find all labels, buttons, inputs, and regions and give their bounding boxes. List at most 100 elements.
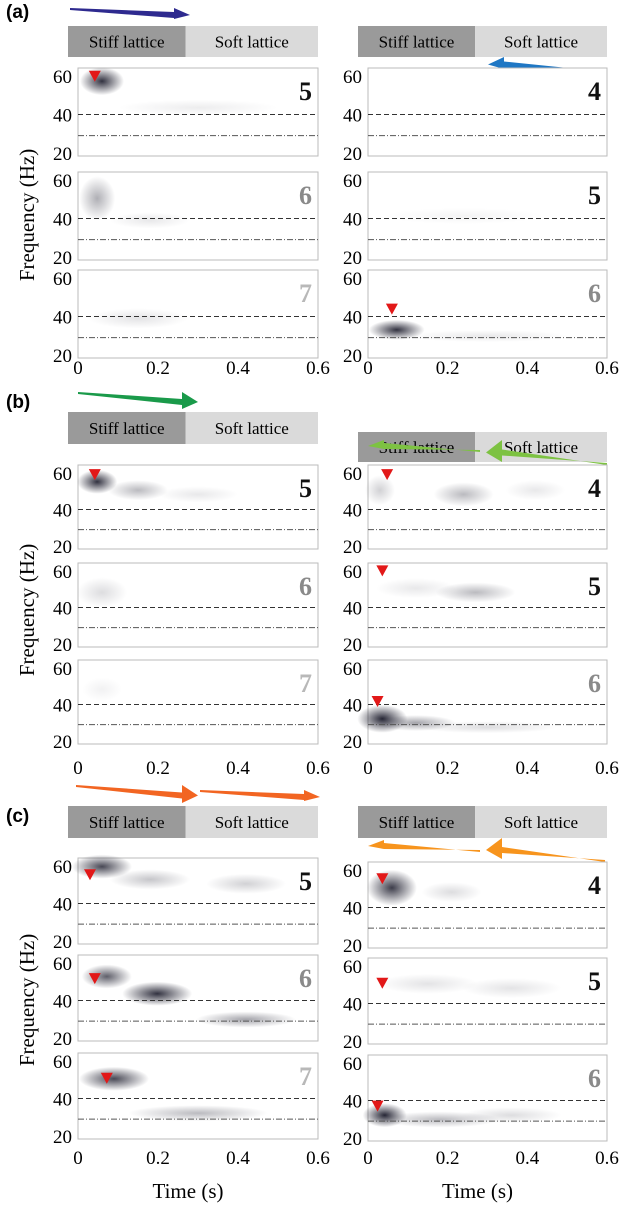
spectral-energy [461,1107,562,1124]
y-tick-label: 60 [343,562,362,583]
lattice-label: Stiff lattice [379,33,455,52]
x-tick-label: 0.4 [515,358,539,379]
y-tick-label: 20 [343,144,362,165]
x-tick-label: 0.2 [436,1148,460,1169]
y-tick-label: 60 [343,957,362,978]
x-tick-label: 0.4 [226,1148,250,1169]
mode-number: 6 [588,1064,601,1093]
lattice-label: Soft lattice [215,33,289,52]
onset-marker [376,873,389,885]
y-tick-label: 20 [343,346,362,367]
spectrogram-frame [367,269,608,359]
y-tick-label: 60 [53,857,72,878]
spectral-energy [81,964,132,989]
y-tick-label: 20 [343,635,362,656]
y-tick-label: 40 [343,1092,362,1113]
y-tick-label: 40 [53,1090,72,1111]
spectral-energy [407,330,568,342]
y-axis-label: Frequency (Hz) [15,544,39,676]
spectrogram-frame [367,1054,608,1142]
spectrogram-frame [77,562,319,648]
lattice-label: Soft lattice [215,813,289,832]
x-axis-label: Time (s) [442,1179,513,1203]
y-tick-label: 40 [53,501,72,522]
stiff-bar [68,806,186,838]
x-tick-label: 0.2 [146,358,170,379]
mode-number: 5 [588,572,601,601]
mode-number: 6 [588,669,601,698]
soft-bar [475,26,607,57]
spectral-energy [82,677,122,702]
y-tick-label: 40 [53,895,72,916]
y-tick-label: 60 [343,861,362,882]
y-tick-label: 40 [53,106,72,127]
lattice-label: Soft lattice [215,419,289,438]
mode-number: 5 [299,77,312,106]
lattice-label: Soft lattice [504,438,578,457]
y-tick-label: 60 [343,464,362,485]
y-tick-label: 20 [53,635,72,656]
spectral-energy [196,1011,296,1028]
y-tick-label: 40 [343,696,362,717]
y-tick-label: 20 [343,936,362,957]
y-tick-label: 40 [53,599,72,620]
spectral-energy [110,212,190,229]
spectral-energy [461,978,562,999]
soft-bar [185,26,318,57]
lattice-label: Stiff lattice [89,813,165,832]
y-tick-label: 60 [53,1052,72,1073]
onset-marker [100,1072,113,1084]
x-tick-label: 0.6 [306,358,330,379]
y-tick-label: 60 [343,269,362,290]
y-tick-label: 20 [343,1129,362,1150]
y-tick-label: 60 [343,1054,362,1075]
y-tick-label: 40 [53,992,72,1013]
x-tick-label: 0.2 [146,758,170,779]
spectrogram-frame [77,464,319,550]
y-tick-label: 20 [53,932,72,953]
spectrogram-frame [367,464,608,550]
y-tick-label: 60 [53,171,72,192]
mode-number: 7 [299,669,312,698]
spectral-energy [421,882,482,903]
mode-number: 5 [588,967,601,996]
spectral-energy [77,577,127,608]
y-tick-label: 20 [53,1029,72,1050]
arrow [70,8,190,19]
mode-number: 4 [588,474,601,503]
y-tick-label: 40 [343,308,362,329]
y-tick-label: 60 [53,464,72,485]
panel-label: (a) [6,2,29,23]
soft-bar [185,412,318,444]
onset-marker [371,696,384,707]
mode-number: 6 [588,279,601,308]
x-tick-label: 0.4 [226,358,250,379]
y-tick-label: 40 [343,599,362,620]
x-tick-label: 0.4 [226,758,250,779]
spectrogram-frame [367,562,608,648]
spectrogram-frame [367,67,608,157]
y-tick-label: 40 [343,899,362,920]
onset-marker [376,565,389,577]
x-axis-label: Time (s) [153,1179,224,1203]
x-tick-label: 0.6 [306,1148,330,1169]
x-tick-label: 0.2 [436,358,460,379]
onset-marker [381,469,394,481]
stiff-bar [68,412,186,444]
spectral-energy [377,973,478,994]
mode-number: 7 [299,279,312,308]
x-tick-label: 0.6 [595,1148,619,1169]
arrow [368,440,480,452]
lattice-label: Soft lattice [504,813,578,832]
soft-bar [185,806,318,838]
y-tick-label: 20 [53,537,72,558]
x-tick-label: 0.4 [515,758,539,779]
y-tick-label: 40 [53,696,72,717]
x-tick-label: 0 [363,1148,373,1169]
panel-label: (b) [6,392,30,413]
spectral-energy [158,486,238,503]
y-tick-label: 40 [53,308,72,329]
spectrogram-frame [77,171,319,261]
lattice-label: Stiff lattice [89,419,165,438]
